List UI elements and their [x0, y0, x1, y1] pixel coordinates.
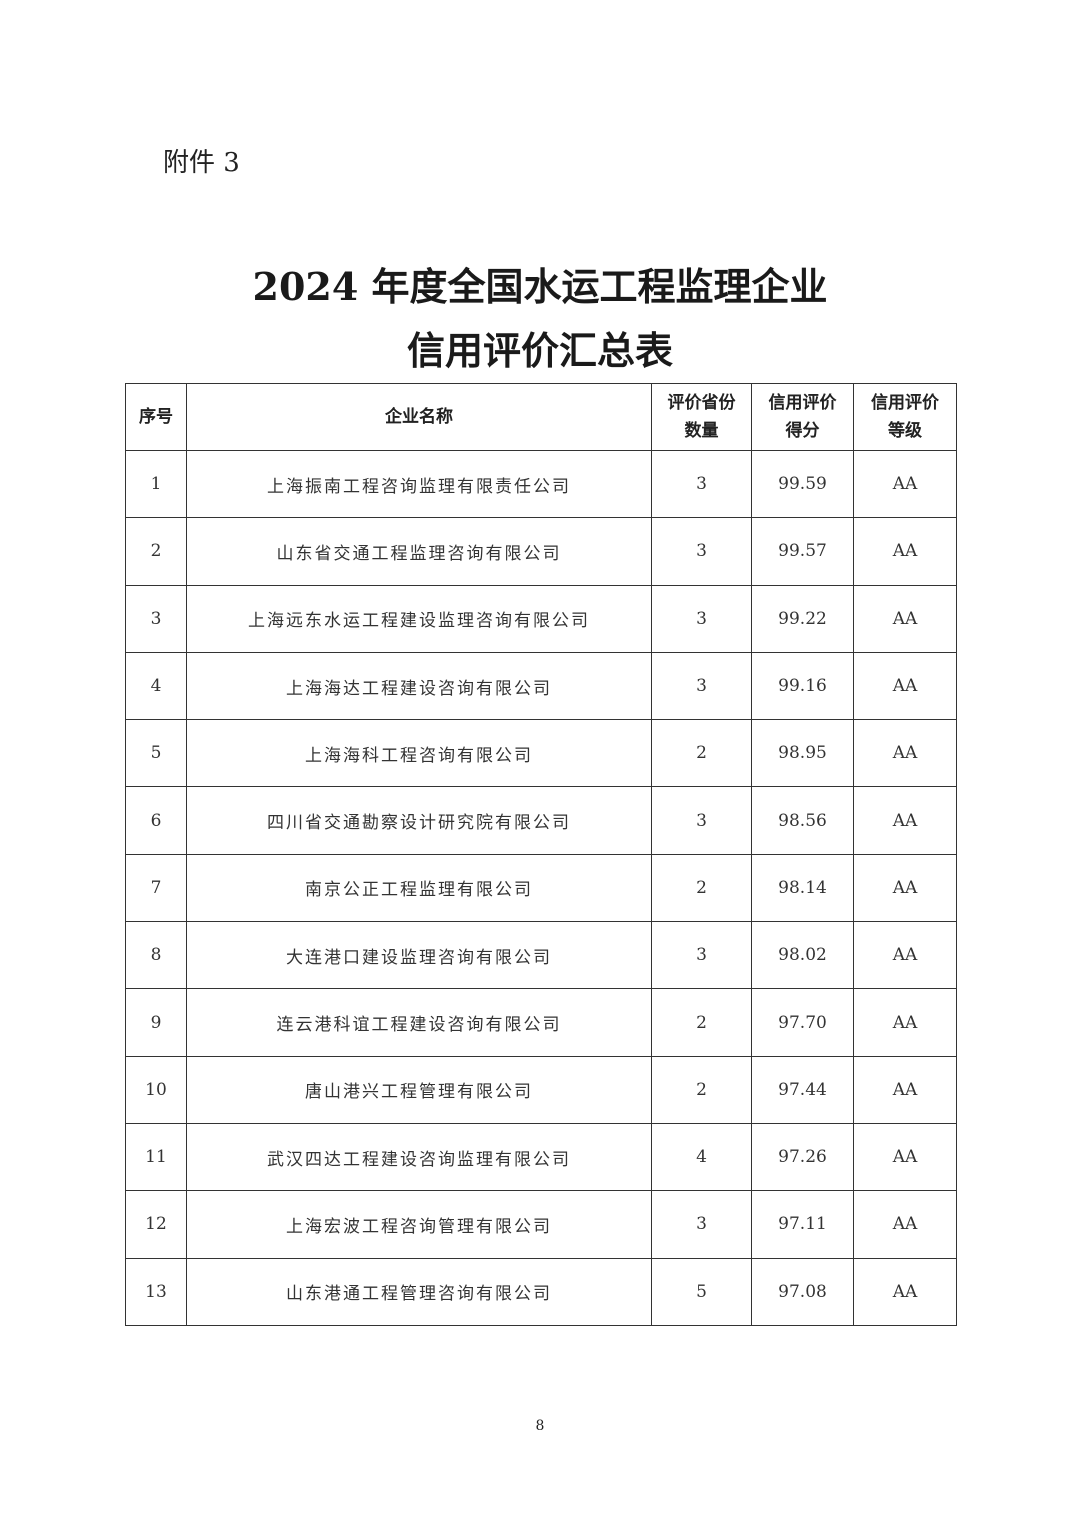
- cell-credit-grade: AA: [853, 1122, 957, 1192]
- cell-credit-score: 97.26: [751, 1122, 854, 1192]
- table-header-row: 序号 企业名称 评价省份 数量 信用评价 得分 信用评价 等级: [125, 383, 957, 451]
- header-text: 得分: [785, 421, 820, 441]
- cell-credit-grade: AA: [853, 786, 957, 855]
- header-company-name: 企业名称: [186, 383, 652, 451]
- header-text: 信用评价: [768, 393, 837, 413]
- header-text: 数量: [684, 421, 719, 441]
- cell-credit-score: 97.08: [751, 1257, 854, 1326]
- cell-credit-grade: AA: [853, 449, 957, 519]
- credit-evaluation-table: 序号 企业名称 评价省份 数量 信用评价 得分 信用评价 等级 1 上海振南工程咨询监理有限责任…: [125, 383, 957, 1326]
- cell-company-name: 山东省交通工程监理咨询有限公司: [186, 517, 652, 586]
- document-title-line2: 信用评价汇总表: [406, 328, 673, 373]
- cell-company-name: 上海海达工程建设咨询有限公司: [186, 651, 652, 721]
- table-row: 11 武汉四达工程建设咨询监理有限公司 4 97.26 AA: [125, 1122, 957, 1192]
- cell-company-name: 上海海科工程咨询有限公司: [186, 719, 652, 788]
- cell-credit-score: 99.16: [751, 651, 854, 721]
- cell-index: 9: [125, 988, 187, 1057]
- table-row: 13 山东港通工程管理咨询有限公司 5 97.08 AA: [125, 1257, 957, 1326]
- table-row: 3 上海远东水运工程建设监理咨询有限公司 3 99.22 AA: [125, 584, 957, 653]
- header-credit-score: 信用评价 得分: [751, 383, 854, 451]
- cell-credit-grade: AA: [853, 719, 957, 788]
- table-row: 6 四川省交通勘察设计研究院有限公司 3 98.56 AA: [125, 786, 957, 855]
- cell-province-count: 3: [651, 651, 752, 721]
- table-row: 5 上海海科工程咨询有限公司 2 98.95 AA: [125, 719, 957, 788]
- cell-credit-score: 97.70: [751, 988, 854, 1057]
- cell-credit-score: 98.95: [751, 719, 854, 788]
- cell-index: 4: [125, 651, 187, 721]
- cell-company-name: 武汉四达工程建设咨询监理有限公司: [186, 1122, 652, 1192]
- table-row: 7 南京公正工程监理有限公司 2 98.14 AA: [125, 853, 957, 923]
- cell-credit-grade: AA: [853, 517, 957, 586]
- table-row: 10 唐山港兴工程管理有限公司 2 97.44 AA: [125, 1055, 957, 1124]
- cell-index: 10: [125, 1055, 187, 1124]
- table-row: 2 山东省交通工程监理咨询有限公司 3 99.57 AA: [125, 517, 957, 586]
- cell-province-count: 2: [651, 853, 752, 923]
- cell-province-count: 2: [651, 988, 752, 1057]
- page-number: 8: [535, 1418, 545, 1434]
- cell-company-name: 大连港口建设监理咨询有限公司: [186, 921, 652, 990]
- document-title-line1: 2024 年度全国水运工程监理企业: [252, 264, 828, 309]
- cell-index: 7: [125, 853, 187, 923]
- cell-province-count: 4: [651, 1122, 752, 1192]
- cell-province-count: 3: [651, 921, 752, 990]
- cell-company-name: 连云港科谊工程建设咨询有限公司: [186, 988, 652, 1057]
- cell-company-name: 上海宏波工程咨询管理有限公司: [186, 1190, 652, 1259]
- cell-index: 11: [125, 1122, 187, 1192]
- cell-company-name: 山东港通工程管理咨询有限公司: [186, 1257, 652, 1326]
- cell-index: 3: [125, 584, 187, 653]
- cell-index: 2: [125, 517, 187, 586]
- cell-credit-grade: AA: [853, 1257, 957, 1326]
- header-text: 等级: [888, 421, 922, 441]
- cell-company-name: 四川省交通勘察设计研究院有限公司: [186, 786, 652, 855]
- cell-credit-grade: AA: [853, 853, 957, 923]
- table-row: 9 连云港科谊工程建设咨询有限公司 2 97.70 AA: [125, 988, 957, 1057]
- attachment-label: 附件 3: [163, 148, 240, 178]
- table-row: 1 上海振南工程咨询监理有限责任公司 3 99.59 AA: [125, 449, 957, 519]
- cell-credit-score: 99.22: [751, 584, 854, 653]
- cell-province-count: 3: [651, 786, 752, 855]
- cell-company-name: 上海远东水运工程建设监理咨询有限公司: [186, 584, 652, 653]
- cell-index: 6: [125, 786, 187, 855]
- cell-credit-grade: AA: [853, 1055, 957, 1124]
- table-row: 8 大连港口建设监理咨询有限公司 3 98.02 AA: [125, 921, 957, 990]
- header-text: 评价省份: [667, 393, 736, 413]
- cell-index: 8: [125, 921, 187, 990]
- header-text: 信用评价: [871, 393, 939, 413]
- table-row: 12 上海宏波工程咨询管理有限公司 3 97.11 AA: [125, 1190, 957, 1259]
- cell-credit-grade: AA: [853, 988, 957, 1057]
- cell-index: 5: [125, 719, 187, 788]
- cell-credit-score: 98.14: [751, 853, 854, 923]
- cell-credit-score: 97.11: [751, 1190, 854, 1259]
- cell-province-count: 3: [651, 517, 752, 586]
- cell-credit-score: 97.44: [751, 1055, 854, 1124]
- header-province-count: 评价省份 数量: [651, 383, 752, 451]
- cell-credit-score: 99.59: [751, 449, 854, 519]
- cell-province-count: 3: [651, 584, 752, 653]
- cell-credit-grade: AA: [853, 1190, 957, 1259]
- cell-province-count: 3: [651, 449, 752, 519]
- cell-credit-score: 99.57: [751, 517, 854, 586]
- cell-credit-grade: AA: [853, 584, 957, 653]
- table-row: 4 上海海达工程建设咨询有限公司 3 99.16 AA: [125, 651, 957, 721]
- cell-company-name: 南京公正工程监理有限公司: [186, 853, 652, 923]
- header-text: 序号: [139, 407, 173, 427]
- cell-province-count: 2: [651, 1055, 752, 1124]
- cell-index: 13: [125, 1257, 187, 1326]
- header-credit-grade: 信用评价 等级: [853, 383, 957, 451]
- cell-province-count: 2: [651, 719, 752, 788]
- cell-index: 12: [125, 1190, 187, 1259]
- cell-credit-score: 98.56: [751, 786, 854, 855]
- cell-province-count: 5: [651, 1257, 752, 1326]
- cell-province-count: 3: [651, 1190, 752, 1259]
- header-text: 企业名称: [385, 407, 453, 427]
- cell-credit-grade: AA: [853, 921, 957, 990]
- cell-credit-grade: AA: [853, 651, 957, 721]
- header-index: 序号: [125, 383, 187, 451]
- cell-company-name: 唐山港兴工程管理有限公司: [186, 1055, 652, 1124]
- cell-index: 1: [125, 449, 187, 519]
- cell-credit-score: 98.02: [751, 921, 854, 990]
- cell-company-name: 上海振南工程咨询监理有限责任公司: [186, 449, 652, 519]
